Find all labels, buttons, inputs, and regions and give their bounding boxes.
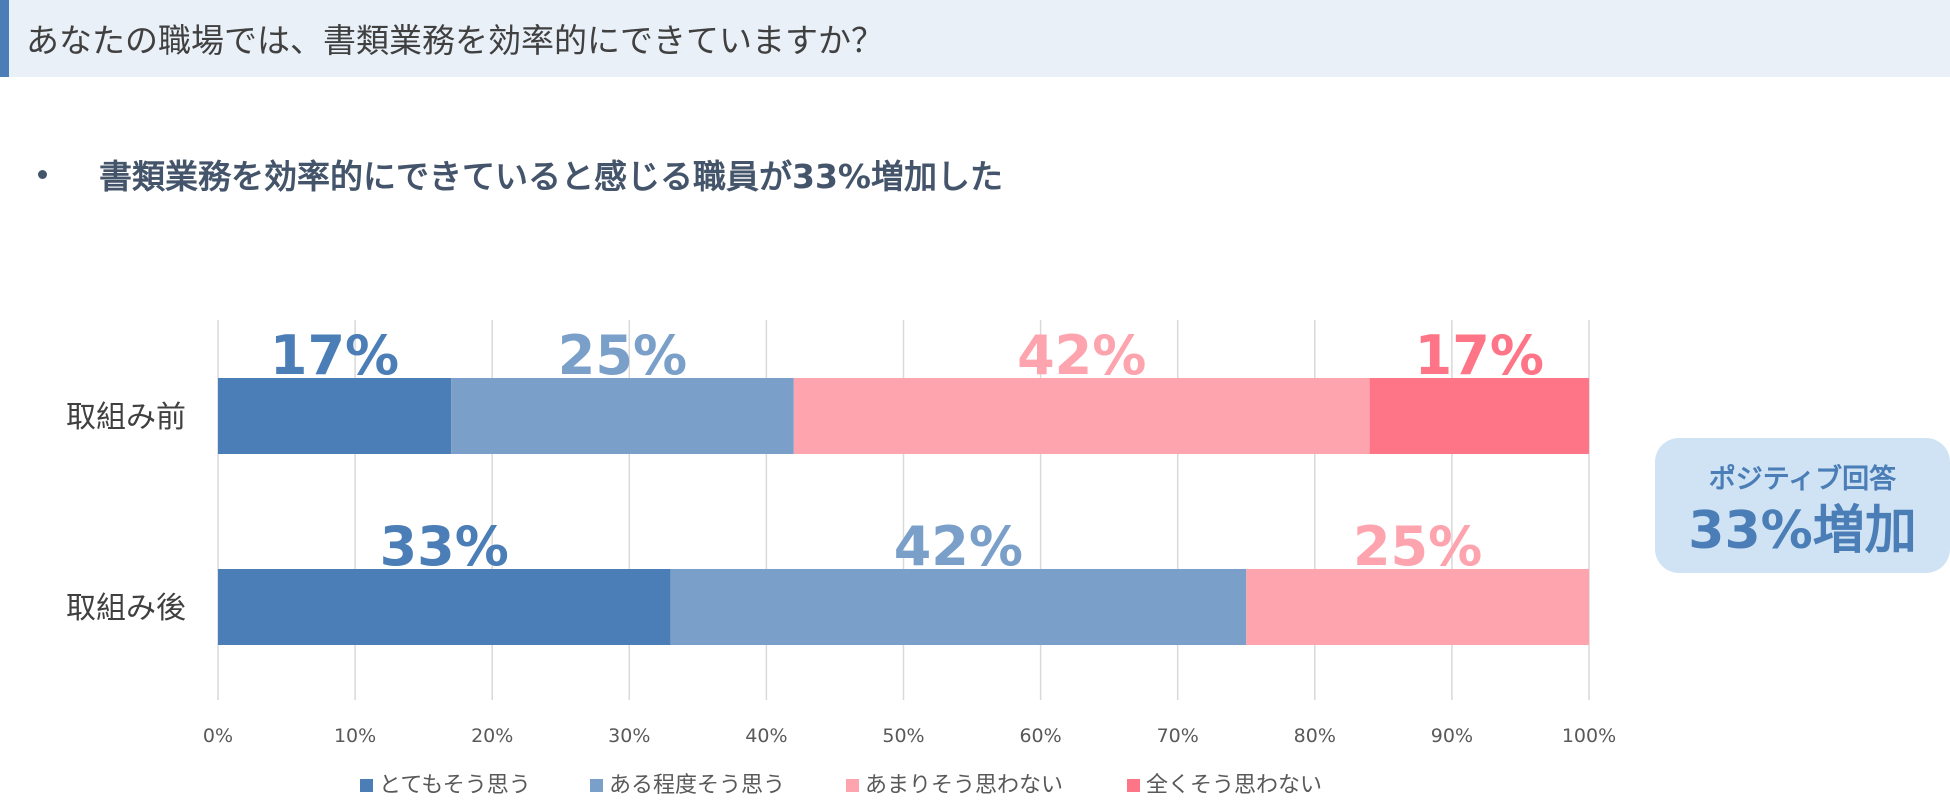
data-label: 42% xyxy=(1017,324,1146,387)
positive-response-callout: ポジティブ回答 33%増加 xyxy=(1655,438,1950,573)
bar-segment xyxy=(218,569,671,645)
bar-segment xyxy=(451,378,794,454)
data-label: 25% xyxy=(558,324,687,387)
x-tick-label: 10% xyxy=(334,725,376,747)
data-label: 17% xyxy=(270,324,399,387)
data-label: 25% xyxy=(1353,515,1482,578)
key-finding-text: 書類業務を効率的にできていると感じる職員が33%増加した xyxy=(99,157,1003,196)
data-label: 17% xyxy=(1415,324,1544,387)
x-tick-label: 40% xyxy=(745,725,787,747)
legend-label: あまりそう思わない xyxy=(865,773,1063,798)
bar-segment xyxy=(670,569,1247,645)
x-tick-label: 0% xyxy=(203,725,233,747)
bullet-icon xyxy=(38,169,47,179)
bar-segment xyxy=(793,378,1370,454)
x-tick-label: 50% xyxy=(882,725,924,747)
key-finding: 書類業務を効率的にできていると感じる職員が33%増加した xyxy=(38,150,1003,198)
x-tick-label: 60% xyxy=(1019,725,1061,747)
legend-swatch xyxy=(846,779,859,792)
legend-label: とてもそう思う xyxy=(379,773,531,798)
callout-value: 33%増加 xyxy=(1688,501,1917,561)
legend-swatch xyxy=(360,779,373,792)
x-tick-label: 20% xyxy=(471,725,513,747)
slide-title: あなたの職場では、書類業務を効率的にできていますか？ xyxy=(26,21,884,60)
legend-label: ある程度そう思う xyxy=(609,773,785,798)
category-label: 取組み前 xyxy=(66,400,186,435)
category-label: 取組み後 xyxy=(66,591,186,626)
callout-caption: ポジティブ回答 xyxy=(1708,464,1897,495)
slide-header: あなたの職場では、書類業務を効率的にできていますか？ xyxy=(0,0,1950,77)
bar-segment xyxy=(218,378,452,454)
x-tick-label: 30% xyxy=(608,725,650,747)
legend-swatch xyxy=(1127,779,1140,792)
data-label: 33% xyxy=(380,515,509,578)
legend-swatch xyxy=(590,779,603,792)
x-tick-label: 70% xyxy=(1157,725,1199,747)
x-tick-label: 90% xyxy=(1431,725,1473,747)
header-accent-bar xyxy=(0,0,9,77)
x-tick-label: 100% xyxy=(1562,725,1616,747)
data-label: 42% xyxy=(894,515,1023,578)
legend-label: 全くそう思わない xyxy=(1146,773,1322,798)
bar-segment xyxy=(1369,378,1589,454)
x-tick-label: 80% xyxy=(1294,725,1336,747)
bar-segment xyxy=(1246,569,1589,645)
